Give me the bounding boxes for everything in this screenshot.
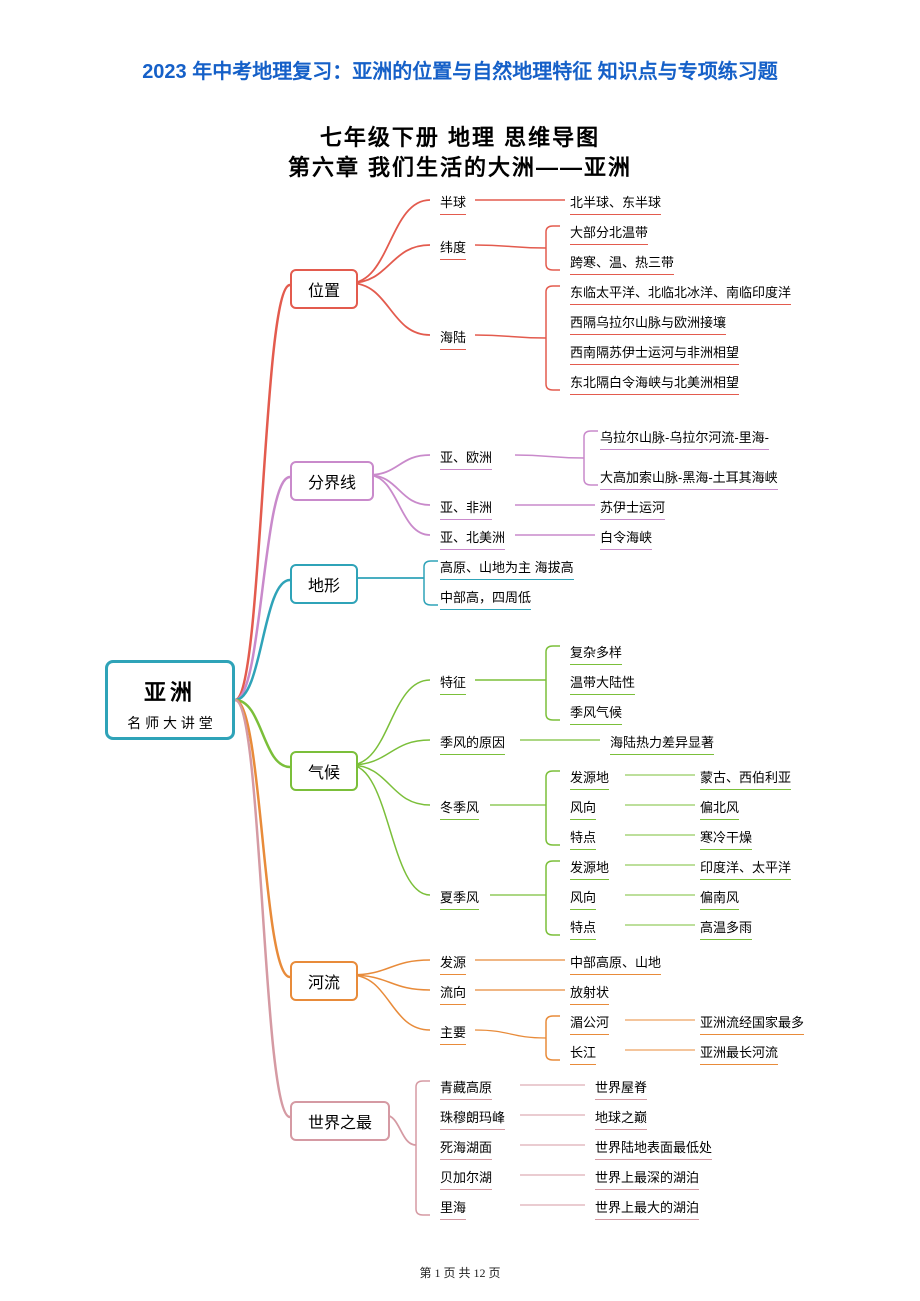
loc-leaf: 北半球、东半球 bbox=[570, 192, 661, 215]
loc-sub: 纬度 bbox=[440, 237, 466, 260]
wind-prop: 特点 bbox=[570, 917, 596, 940]
cat-climate: 气候 bbox=[290, 751, 358, 791]
river-leaf: 长江 bbox=[570, 1042, 596, 1065]
loc-leaf: 西南隔苏伊士运河与非洲相望 bbox=[570, 342, 739, 365]
river-leaf: 湄公河 bbox=[570, 1012, 609, 1035]
wind-val: 偏北风 bbox=[700, 797, 739, 820]
root-main-label: 亚洲 bbox=[108, 675, 232, 707]
page-title: 2023 年中考地理复习：亚洲的位置与自然地理特征 知识点与专项练习题 bbox=[0, 55, 920, 84]
record-val: 地球之巅 bbox=[595, 1107, 647, 1130]
summer-label: 夏季风 bbox=[440, 887, 479, 910]
record-val: 世界屋脊 bbox=[595, 1077, 647, 1100]
border-sub: 亚、北美洲 bbox=[440, 527, 505, 550]
record-key: 贝加尔湖 bbox=[440, 1167, 492, 1190]
loc-sub: 半球 bbox=[440, 192, 466, 215]
record-val: 世界上最深的湖泊 bbox=[595, 1167, 699, 1190]
border-sub: 亚、非洲 bbox=[440, 497, 492, 520]
record-val: 世界陆地表面最低处 bbox=[595, 1137, 712, 1160]
cat-border: 分界线 bbox=[290, 461, 374, 501]
wind-val: 偏南风 bbox=[700, 887, 739, 910]
climate-feature: 复杂多样 bbox=[570, 642, 622, 665]
record-key: 里海 bbox=[440, 1197, 466, 1220]
loc-leaf: 跨寒、温、热三带 bbox=[570, 252, 674, 275]
river-sub: 流向 bbox=[440, 982, 466, 1005]
wind-val: 寒冷干燥 bbox=[700, 827, 752, 850]
wind-prop: 发源地 bbox=[570, 767, 609, 790]
border-sub: 亚、欧洲 bbox=[440, 447, 492, 470]
loc-leaf: 东临太平洋、北临北冰洋、南临印度洋 bbox=[570, 282, 791, 305]
mindmap-subtitle-2: 第六章 我们生活的大洲——亚洲 bbox=[0, 150, 920, 182]
border-leaf: 乌拉尔山脉-乌拉尔河流-里海- bbox=[600, 427, 769, 450]
river-sub: 发源 bbox=[440, 952, 466, 975]
wind-prop: 发源地 bbox=[570, 857, 609, 880]
winter-label: 冬季风 bbox=[440, 797, 479, 820]
root-node: 亚洲 名 师 大 讲 堂 bbox=[105, 660, 235, 740]
climate-feature: 温带大陆性 bbox=[570, 672, 635, 695]
cat-terrain: 地形 bbox=[290, 564, 358, 604]
wind-val: 高温多雨 bbox=[700, 917, 752, 940]
wind-prop: 风向 bbox=[570, 797, 596, 820]
record-key: 死海湖面 bbox=[440, 1137, 492, 1160]
wind-val: 蒙古、西伯利亚 bbox=[700, 767, 791, 790]
border-leaf: 苏伊士运河 bbox=[600, 497, 665, 520]
cat-records: 世界之最 bbox=[290, 1101, 390, 1141]
record-val: 世界上最大的湖泊 bbox=[595, 1197, 699, 1220]
record-key: 青藏高原 bbox=[440, 1077, 492, 1100]
wind-prop: 风向 bbox=[570, 887, 596, 910]
terrain-leaf: 高原、山地为主 海拔高 bbox=[440, 557, 574, 580]
river-extra: 亚洲流经国家最多 bbox=[700, 1012, 804, 1035]
climate-features-label: 特征 bbox=[440, 672, 466, 695]
border-leaf: 大高加索山脉-黑海-土耳其海峡 bbox=[600, 467, 778, 490]
loc-leaf: 东北隔白令海峡与北美洲相望 bbox=[570, 372, 739, 395]
river-sub: 主要 bbox=[440, 1022, 466, 1045]
loc-sub: 海陆 bbox=[440, 327, 466, 350]
border-leaf: 白令海峡 bbox=[600, 527, 652, 550]
monsoon-cause-label: 季风的原因 bbox=[440, 732, 505, 755]
wind-prop: 特点 bbox=[570, 827, 596, 850]
cat-river: 河流 bbox=[290, 961, 358, 1001]
monsoon-cause-value: 海陆热力差异显著 bbox=[610, 732, 714, 755]
mindmap-subtitle-1: 七年级下册 地理 思维导图 bbox=[0, 120, 920, 152]
terrain-leaf: 中部高，四周低 bbox=[440, 587, 531, 610]
page-footer: 第 1 页 共 12 页 bbox=[0, 1264, 920, 1281]
root-sub-label: 名 师 大 讲 堂 bbox=[108, 713, 232, 733]
loc-leaf: 大部分北温带 bbox=[570, 222, 648, 245]
river-leaf: 放射状 bbox=[570, 982, 609, 1005]
wind-val: 印度洋、太平洋 bbox=[700, 857, 791, 880]
cat-loc: 位置 bbox=[290, 269, 358, 309]
climate-feature: 季风气候 bbox=[570, 702, 622, 725]
river-leaf: 中部高原、山地 bbox=[570, 952, 661, 975]
river-extra: 亚洲最长河流 bbox=[700, 1042, 778, 1065]
record-key: 珠穆朗玛峰 bbox=[440, 1107, 505, 1130]
loc-leaf: 西隔乌拉尔山脉与欧洲接壤 bbox=[570, 312, 726, 335]
